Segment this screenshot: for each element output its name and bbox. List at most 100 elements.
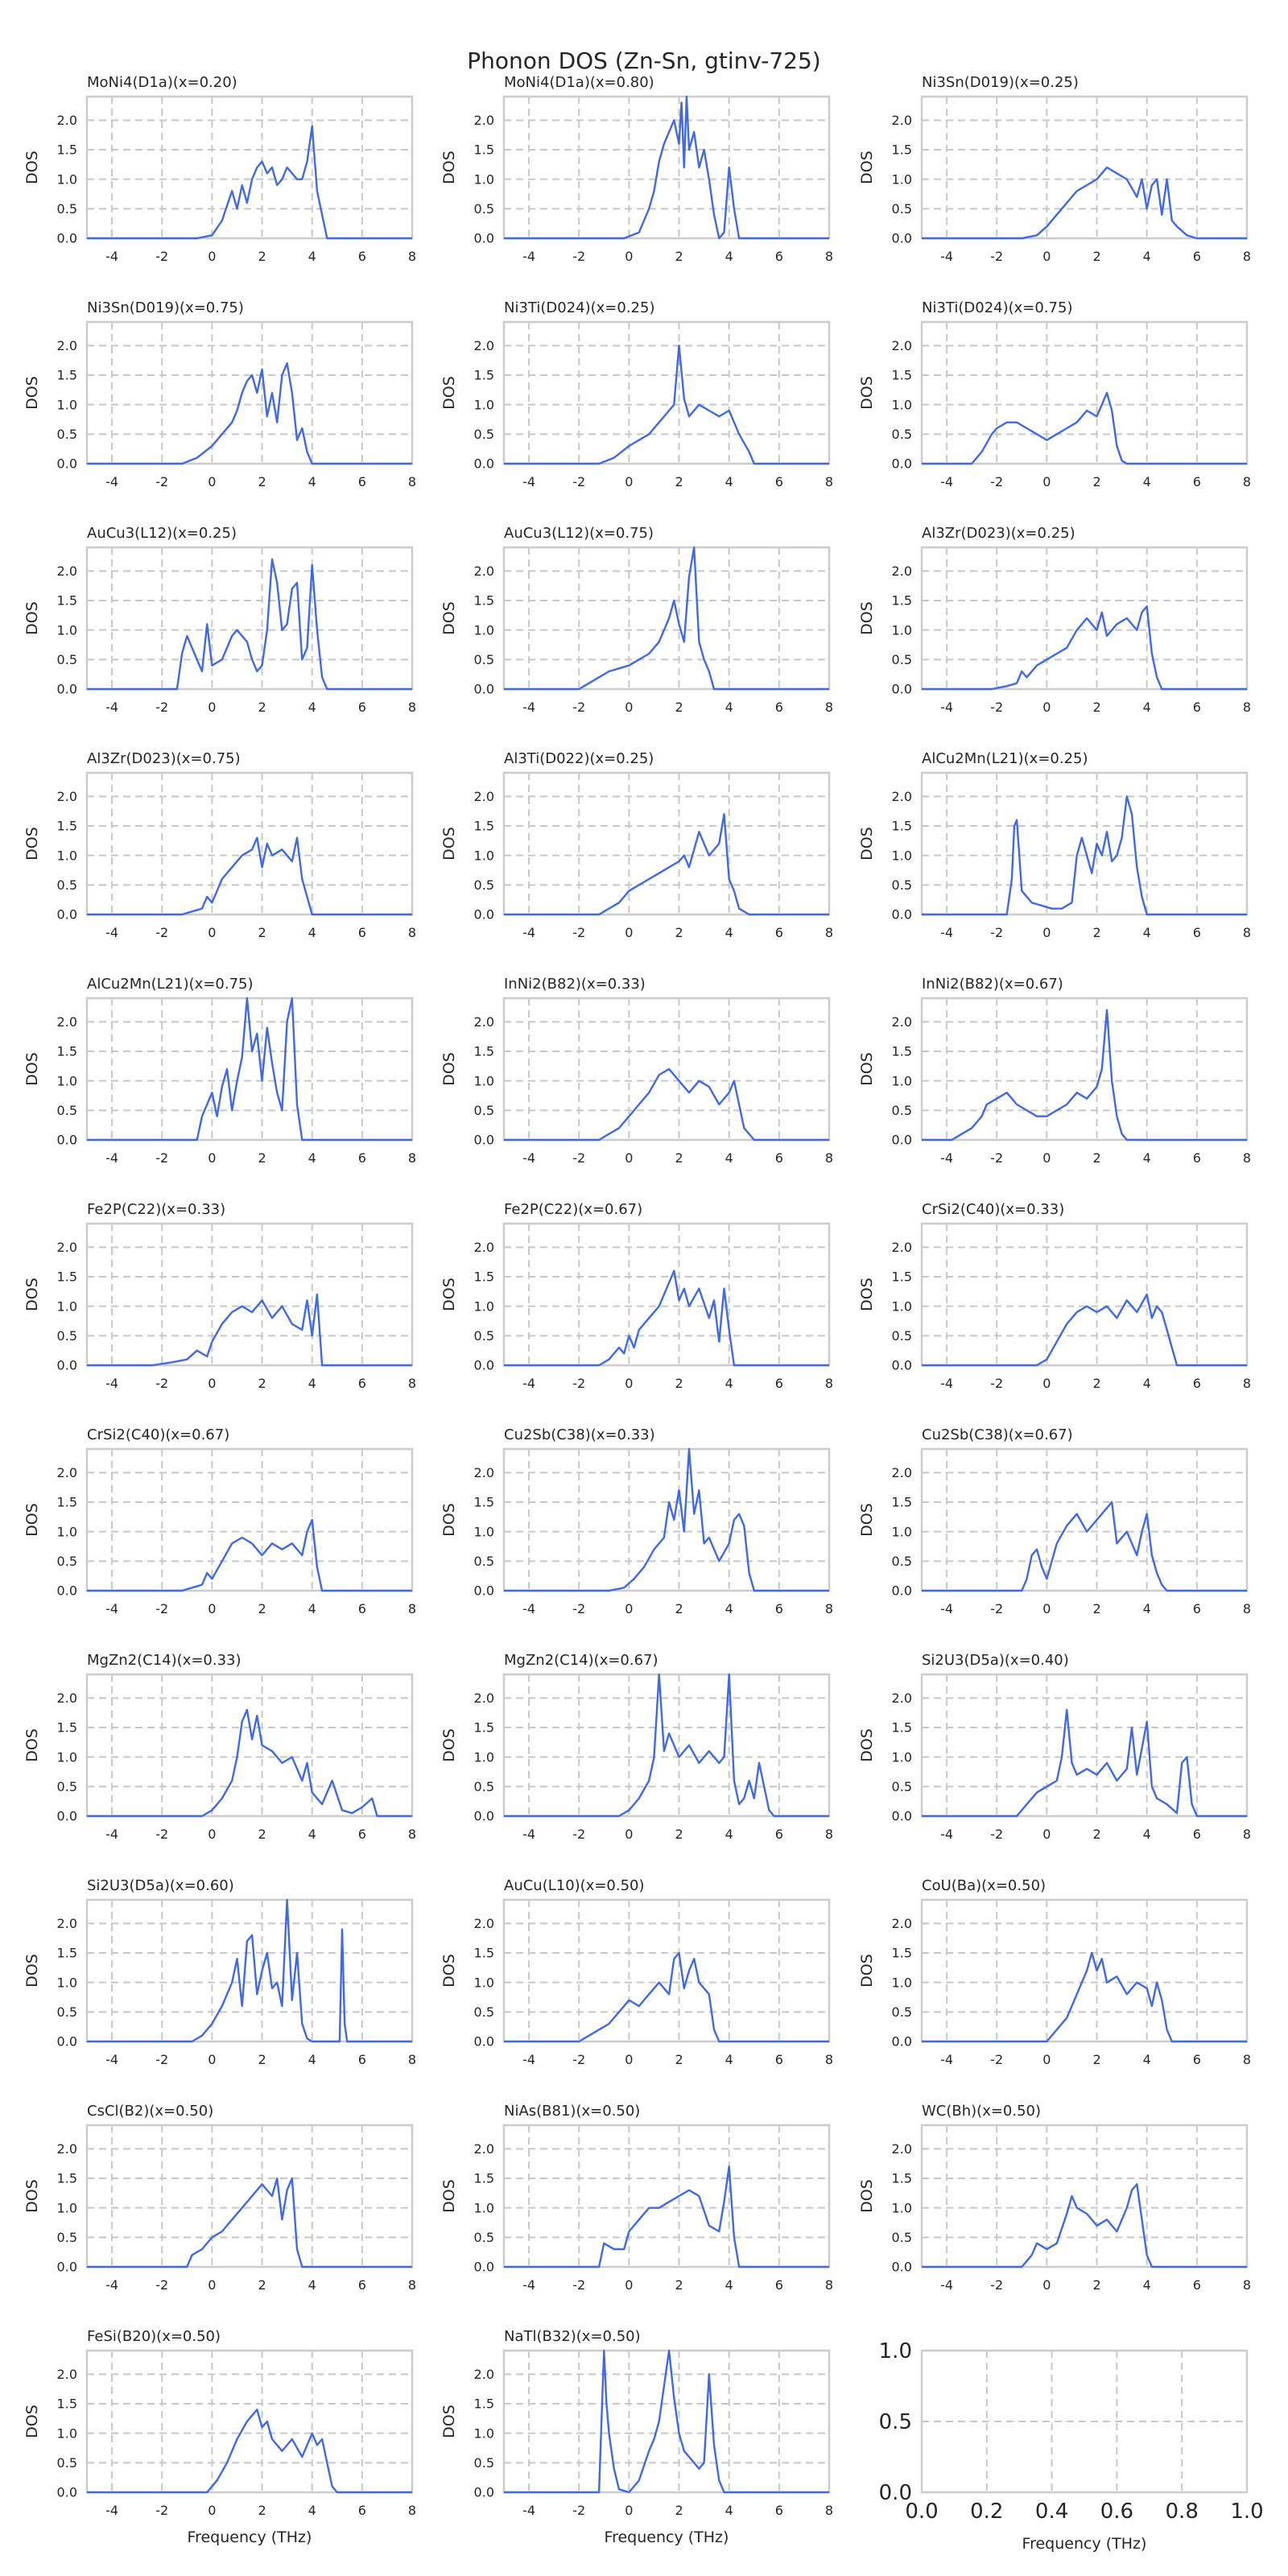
x-tick-label: 2 (675, 249, 683, 264)
y-tick-label: 2.0 (892, 1690, 912, 1706)
x-tick-label: -2 (155, 2277, 168, 2293)
panel-title: MoNi4(D1a)(x=0.20) (87, 74, 237, 91)
y-tick-label: 0.5 (57, 652, 77, 667)
x-axis-label: Frequency (THz) (188, 2529, 312, 2546)
panel-title: Ni3Sn(D019)(x=0.75) (87, 299, 244, 316)
panel-title: Cu2Sb(C38)(x=0.33) (504, 1426, 655, 1443)
y-tick-label: 2.0 (57, 113, 77, 128)
dos-series-line (504, 1447, 829, 1592)
x-tick-label: -2 (155, 2503, 168, 2518)
axes-frame (920, 1898, 1249, 2043)
panel-title: MgZn2(C14)(x=0.67) (504, 1652, 658, 1669)
x-tick-label: 6 (358, 1376, 366, 1391)
axes-frame (920, 320, 1249, 465)
dos-panel: -4 -2 0 2 4 6 8 0.0 0.5 1.0 1.5 2.0 WC(Bh)(x=0.50) DO… (858, 2103, 1251, 2293)
y-tick-label: 0.0 (57, 1809, 77, 1824)
y-tick-label: 0.5 (474, 877, 494, 893)
x-tick-label: 4 (725, 474, 733, 489)
x-tick-label: 2 (1092, 249, 1100, 264)
x-tick-label: -4 (105, 700, 118, 715)
y-tick-label: 1.0 (57, 1749, 77, 1765)
x-tick-label: 6 (1193, 249, 1201, 264)
y-tick-label: 0.5 (57, 427, 77, 442)
y-axis-label: DOS (23, 151, 41, 184)
x-tick-label: 4 (1143, 474, 1151, 489)
y-tick-label: 0.0 (892, 456, 912, 472)
y-tick-label: 2.0 (474, 789, 494, 804)
x-tick-label: -4 (105, 249, 118, 264)
y-tick-label: 1.0 (57, 2200, 77, 2215)
x-tick-label: 0 (208, 474, 216, 489)
dos-panel: -4 -2 0 2 4 6 8 0.0 0.5 1.0 1.5 2.0 Si2U3(D5a)(x=0.6… (23, 1877, 416, 2067)
x-tick-label: 0 (625, 1150, 633, 1166)
x-tick-label: -2 (155, 700, 168, 715)
x-tick-label: -2 (155, 1827, 168, 1842)
dos-series-line (504, 813, 829, 916)
x-tick-label: -4 (522, 2503, 535, 2518)
x-tick-label: 2 (675, 1827, 683, 1842)
x-tick-label: 2 (675, 1601, 683, 1616)
x-tick-label: -2 (572, 700, 585, 715)
empty-panel: 0.0 0.2 0.4 0.6 0.8 1.0 0.0 0.5 1.0 Frequency (TH… (879, 2339, 1264, 2553)
y-tick-label: 0.5 (892, 1779, 912, 1794)
dos-panel: -4 -2 0 2 4 6 8 0.0 0.5 1.0 1.5 2.0 FeSi(B20)(x=0.50… (23, 2328, 416, 2546)
axes-frame (920, 997, 1249, 1141)
y-tick-label: 1.0 (474, 1749, 494, 1765)
panel-title: MoNi4(D1a)(x=0.80) (504, 74, 654, 91)
y-tick-label: 1.0 (892, 397, 912, 412)
y-tick-label: 1.0 (892, 848, 912, 863)
y-tick-label: 0.0 (892, 231, 912, 246)
y-tick-label: 0.5 (57, 1554, 77, 1569)
dos-panel: -4 -2 0 2 4 6 8 0.0 0.5 1.0 1.5 2.0 Al3Zr(D023)(x=0.… (858, 525, 1251, 715)
y-tick-label: 0.0 (474, 907, 494, 923)
x-tick-label: 2 (258, 1150, 266, 1166)
x-tick-label: 4 (308, 1601, 316, 1616)
axes-frame (920, 95, 1249, 240)
y-tick-label: 0.0 (474, 1358, 494, 1373)
x-tick-label: 8 (408, 2503, 416, 2518)
y-tick-label: 1.5 (892, 1720, 912, 1736)
x-tick-label: 2 (675, 2052, 683, 2067)
x-tick-label: 0 (1042, 1150, 1051, 1166)
axes-frame (85, 1222, 414, 1367)
dos-series-line (504, 1067, 829, 1141)
x-tick-label: 8 (408, 2277, 416, 2293)
x-tick-label: -4 (105, 2503, 118, 2518)
x-tick-label: 4 (308, 249, 316, 264)
dos-panel: -4 -2 0 2 4 6 8 0.0 0.5 1.0 1.5 2.0 AlCu2Mn(L21)(x=0… (858, 750, 1251, 940)
y-tick-label: 0.0 (474, 2260, 494, 2275)
axes-frame (85, 1673, 414, 1818)
x-tick-label: -2 (572, 2277, 585, 2293)
dos-series-line (87, 1898, 412, 2043)
y-axis-label: DOS (440, 1503, 458, 1537)
panel-title: NaTl(B32)(x=0.50) (504, 2328, 641, 2345)
y-tick-label: 1.5 (474, 368, 494, 383)
dos-series-line (504, 1951, 829, 2043)
dos-panel: -4 -2 0 2 4 6 8 0.0 0.5 1.0 1.5 2.0 AuCu3(L12)(x=0.2… (23, 525, 416, 715)
y-tick-label: 0.5 (57, 877, 77, 893)
x-tick-label: -2 (572, 1150, 585, 1166)
y-tick-label: 2.0 (57, 1014, 77, 1030)
axes-frame (502, 1222, 831, 1367)
y-tick-label: 1.5 (57, 1044, 77, 1059)
panel-title: CoU(Ba)(x=0.50) (922, 1877, 1046, 1894)
x-tick-label: 8 (1243, 1150, 1251, 1166)
x-tick-label: -4 (522, 474, 535, 489)
axes-frame (85, 2349, 414, 2494)
panel-title: CrSi2(C40)(x=0.33) (922, 1201, 1064, 1218)
x-tick-label: 4 (725, 1601, 733, 1616)
x-tick-label: 0 (1042, 925, 1051, 940)
x-tick-label: 0 (625, 2277, 633, 2293)
dos-panel: -4 -2 0 2 4 6 8 0.0 0.5 1.0 1.5 2.0 Ni3Ti(D024)(x=0.… (858, 299, 1251, 489)
y-tick-label: 2.0 (474, 1014, 494, 1030)
x-tick-label: 2 (258, 1827, 266, 1842)
x-tick-label: 6 (775, 1376, 783, 1391)
axes-frame (920, 1447, 1249, 1592)
x-tick-label: 4 (1143, 2277, 1151, 2293)
y-tick-label: 0.5 (474, 2230, 494, 2245)
dos-series-line (504, 95, 829, 240)
dos-panel: -4 -2 0 2 4 6 8 0.0 0.5 1.0 1.5 2.0 Ni3Ti(D024)(x=0.… (440, 299, 833, 489)
x-tick-label: -4 (105, 2052, 118, 2067)
x-tick-label: 4 (1143, 2052, 1151, 2067)
x-tick-label: -2 (155, 925, 168, 940)
